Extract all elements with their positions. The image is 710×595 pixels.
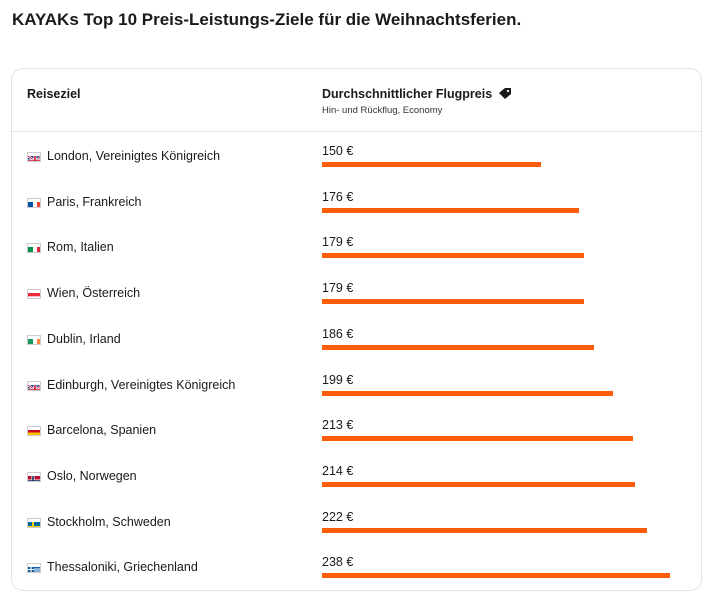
column-header-destination: Reiseziel: [27, 87, 81, 101]
price-value: 179 €: [322, 235, 354, 250]
flag-no-icon: [27, 471, 41, 482]
destination-name: Barcelona, Spanien: [47, 423, 157, 438]
destination-name: Paris, Frankreich: [47, 194, 142, 209]
table-row: Barcelona, Spanien 213 €: [12, 406, 701, 452]
flag-fr-icon: [27, 197, 41, 208]
destination-name: Edinburgh, Vereinigtes Königreich: [47, 377, 236, 392]
table-row: Dublin, Irland 186 €: [12, 315, 701, 361]
price-value: 214 €: [322, 463, 354, 478]
flag-it-icon: [27, 243, 41, 254]
page-title: KAYAKs Top 10 Preis-Leistungs-Ziele für …: [12, 10, 522, 29]
price-bar: [322, 390, 613, 396]
table-row: Paris, Frankreich 176 €: [12, 178, 701, 224]
flag-gb-icon: [27, 380, 41, 391]
table-row: Thessaloniki, Griechenland 238 €: [12, 543, 701, 589]
price-value: 213 €: [322, 418, 354, 433]
table-row: Stockholm, Schweden 222 €: [12, 498, 701, 544]
flag-gb-icon: [27, 152, 41, 162]
price-bar: [322, 162, 542, 167]
destination-name: Thessaloniki, Griechenland: [47, 560, 198, 575]
column-header-price-label: Durchschnittlicher Flugpreis: [322, 87, 493, 101]
destination-name: Rom, Italien: [47, 240, 114, 255]
destination-name: Oslo, Norwegen: [47, 468, 137, 483]
price-value: 199 €: [322, 372, 354, 387]
price-bar: [322, 436, 634, 442]
price-bar: [322, 573, 670, 579]
destination-name: London, Vereinigtes Königreich: [47, 149, 221, 163]
table-row: Rom, Italien 179 €: [12, 223, 701, 269]
destination-name: Stockholm, Schweden: [47, 514, 171, 529]
price-value: 176 €: [322, 189, 354, 204]
column-subheader: Hin- und Rückflug, Economy: [322, 105, 443, 116]
price-bar: [322, 299, 584, 305]
price-value: 222 €: [322, 509, 354, 524]
flag-gr-icon: [27, 563, 41, 574]
table-row: Edinburgh, Vereinigtes Königreich 199 €: [12, 361, 701, 407]
price-bar: [322, 481, 635, 487]
column-header-price: Durchschnittlicher Flugpreis: [322, 87, 511, 101]
price-tag-icon: [498, 88, 511, 99]
flag-at-icon: [27, 289, 41, 300]
table-header: Reiseziel Durchschnittlicher Flugpreis H…: [12, 69, 701, 132]
table-row: Wien, Österreich 179 €: [12, 269, 701, 315]
flag-ie-icon: [27, 334, 41, 345]
table-row: London, Vereinigtes Königreich 150 €: [12, 132, 701, 178]
price-bar: [322, 344, 594, 350]
flag-es-icon: [27, 426, 41, 437]
price-bar: [322, 253, 584, 259]
table-row: Oslo, Norwegen 214 €: [12, 452, 701, 498]
destination-name: Wien, Österreich: [47, 286, 141, 301]
price-bar: [322, 527, 647, 533]
price-value: 186 €: [322, 326, 354, 341]
price-bar: [322, 207, 580, 213]
price-table: Reiseziel Durchschnittlicher Flugpreis H…: [11, 68, 702, 591]
destination-name: Dublin, Irland: [47, 331, 121, 346]
price-value: 150 €: [322, 144, 354, 158]
price-value: 238 €: [322, 555, 354, 570]
flag-se-icon: [27, 517, 41, 528]
price-value: 179 €: [322, 281, 354, 296]
